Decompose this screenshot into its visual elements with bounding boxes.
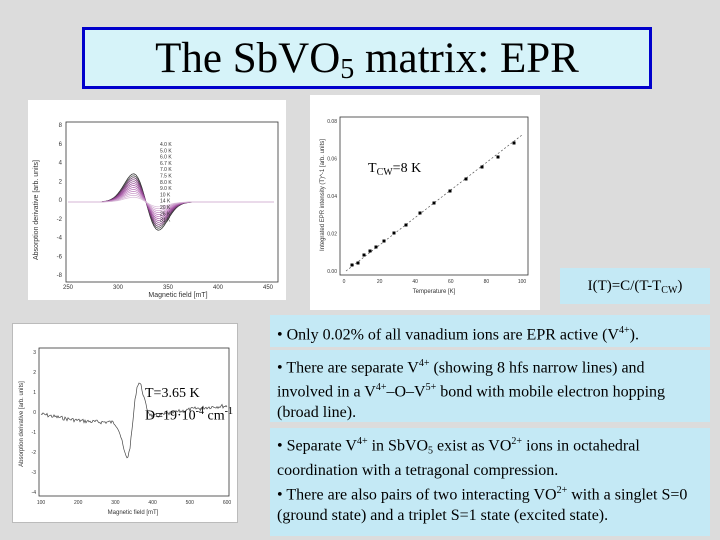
- plot2-xtick: 0: [343, 279, 346, 285]
- plot3-xtick: 600: [223, 500, 232, 506]
- bullet-epr-active: • Only 0.02% of all vanadium ions are EP…: [270, 315, 710, 347]
- plot1-xlabel: Magnetic field [mT]: [148, 292, 207, 299]
- plot1-ytick: 0: [59, 198, 63, 204]
- curie-weiss-svg: 0.08 0.06 0.04 0.02 0.00 0 20 40 60 80 100 Integr…: [320, 116, 529, 295]
- plot3-xtick: 200: [74, 500, 83, 506]
- plot2-ytick: 0.00: [327, 269, 337, 275]
- plot3-xtick: 300: [111, 500, 120, 506]
- plot1-xtick: 250: [63, 285, 74, 291]
- plot2-ylabel: Integrated EPR intensity (T)^-1 [arb. un…: [320, 139, 326, 251]
- plot1-ylabel: Absorption derivative [arb. units]: [33, 160, 40, 260]
- title-subscript: 5: [340, 54, 355, 85]
- data-point: [382, 239, 386, 243]
- plot1-ytick: 4: [59, 161, 63, 167]
- data-point: [368, 249, 372, 253]
- data-point: [480, 165, 484, 169]
- plot3-ytick: -1: [32, 430, 37, 436]
- plot1-legend-entry: 10 K: [160, 192, 171, 198]
- tcw-annotation: TCW=8 K: [368, 161, 422, 178]
- title-text: The SbVO: [155, 35, 341, 82]
- plot3-ytick: -2: [32, 450, 37, 456]
- plot2-xtick: 80: [484, 279, 490, 285]
- low-temp-spectrum-svg: 3 2 1 0 -1 -2 -3 -4 100 200 300 400 500 600 Absorpti…: [19, 347, 232, 516]
- plot1-xtick: 450: [263, 285, 274, 291]
- spectrum-curve: [68, 196, 274, 208]
- plot1-legend-entry: 26 K: [160, 211, 171, 217]
- plot1-ytick: -6: [57, 254, 63, 260]
- data-point: [418, 211, 422, 215]
- plot1-xtick: 350: [163, 285, 174, 291]
- low-temp-spectrum-plot: 3 2 1 0 -1 -2 -3 -4 100 200 300 400 500 600 Absorpti…: [12, 323, 238, 523]
- data-point: [432, 201, 436, 205]
- plot2-xtick: 60: [448, 279, 454, 285]
- bullet-vo2-ions: • Separate V4+ in SbVO5 exist as VO2+ io…: [270, 428, 710, 536]
- plot3-ytick: -3: [32, 470, 37, 476]
- plot1-legend-entry: 6.7 K: [160, 161, 172, 167]
- plot1-legend-entry: 14 K: [160, 199, 171, 205]
- plot1-xtick: 300: [113, 285, 124, 291]
- plot1-ytick: -2: [57, 217, 63, 223]
- plot1-ytick: 8: [59, 123, 63, 129]
- plot1-ytick: -8: [57, 273, 63, 279]
- data-point: [392, 231, 396, 235]
- plot1-ytick: 6: [59, 142, 63, 148]
- plot2-xtick: 100: [518, 279, 527, 285]
- plot2-ytick: 0.02: [327, 232, 337, 238]
- curie-weiss-plot: 0.08 0.06 0.04 0.02 0.00 0 20 40 60 80 100 Integr…: [310, 95, 540, 310]
- plot3-xtick: 400: [148, 500, 157, 506]
- plot1-legend-entry: 20 K: [160, 205, 171, 211]
- plot2-ytick: 0.04: [327, 194, 337, 200]
- zero-field-splitting-label: D=19·10-4 cm-1: [145, 406, 233, 424]
- plot1-ytick: -4: [57, 236, 63, 242]
- bullet-separate-v4: • There are separate V4+ (showing 8 hfs …: [270, 350, 710, 422]
- plot1-xtick: 400: [213, 285, 224, 291]
- plot3-ytick: 0: [33, 410, 36, 416]
- data-point: [496, 155, 500, 159]
- plot3-xlabel: Magnetic field [mT]: [108, 510, 159, 516]
- plot1-legend-entry: 7.0 K: [160, 167, 172, 173]
- plot3-ytick: 1: [33, 390, 36, 396]
- title-text-rest: matrix: EPR: [354, 35, 579, 82]
- data-point: [350, 263, 354, 267]
- data-point: [404, 223, 408, 227]
- plot3-xtick: 500: [186, 500, 195, 506]
- plot1-legend-entry: 31 K: [160, 218, 171, 224]
- plot1-legend-entry: 7.5 K: [160, 174, 172, 180]
- plot1-legend-entry: 8.0 K: [160, 180, 172, 186]
- data-point: [512, 141, 516, 145]
- slide-title: The SbVO5 matrix: EPR: [82, 27, 652, 89]
- data-point: [356, 261, 360, 265]
- data-point: [362, 253, 366, 257]
- plot1-legend-entry: 6.0 K: [160, 155, 172, 161]
- plot2-xlabel: Temperature [K]: [413, 289, 456, 295]
- plot1-ytick: 2: [59, 179, 63, 185]
- plot3-ytick: 3: [33, 350, 36, 356]
- plot3-ytick: 2: [33, 370, 36, 376]
- plot2-ytick: 0.08: [327, 119, 337, 125]
- epr-spectra-svg: 8 6 4 2 0 -2 -4 -6 -8 250 300 350 400 450 Absorption…: [33, 121, 279, 299]
- plot3-xtick: 100: [37, 500, 46, 506]
- data-point: [374, 245, 378, 249]
- plot2-xtick: 20: [377, 279, 383, 285]
- plot1-legend-entry: 9.0 K: [160, 186, 172, 192]
- plot3-ylabel: Absorption derivative [arb. units]: [19, 381, 25, 467]
- plot2-xtick: 40: [412, 279, 418, 285]
- data-point: [448, 189, 452, 193]
- plot3-ytick: -4: [32, 490, 37, 496]
- epr-spectra-plot: 8 6 4 2 0 -2 -4 -6 -8 250 300 350 400 450 Absorption…: [28, 100, 286, 300]
- plot2-ytick: 0.06: [327, 157, 337, 163]
- plot1-legend-entry: 4.0 K: [160, 142, 172, 148]
- data-point: [464, 177, 468, 181]
- plot1-legend-entry: 5.0 K: [160, 148, 172, 154]
- curie-weiss-formula: I(T)=C/(T-TCW): [560, 268, 710, 304]
- temperature-label: T=3.65 K: [145, 386, 200, 401]
